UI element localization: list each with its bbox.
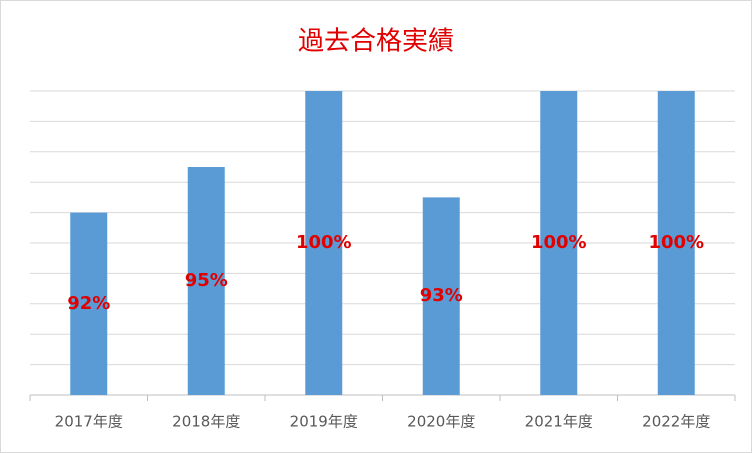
- bar: [657, 91, 695, 395]
- bar: [70, 212, 108, 395]
- value-label: 100%: [648, 232, 704, 253]
- bar: [187, 167, 225, 395]
- bar: [422, 197, 460, 395]
- x-tick-label: 2022年度: [642, 413, 710, 431]
- x-tick-label: 2020年度: [407, 413, 475, 431]
- x-tick-label: 2018年度: [172, 413, 240, 431]
- value-label: 100%: [531, 232, 587, 253]
- value-label: 100%: [296, 232, 352, 253]
- bar: [540, 91, 578, 395]
- value-label: 92%: [67, 293, 110, 314]
- x-tick-label: 2019年度: [290, 413, 358, 431]
- chart-title: 過去合格実績: [298, 27, 454, 57]
- value-label: 93%: [420, 285, 463, 306]
- value-label: 95%: [185, 270, 228, 291]
- bar: [305, 91, 343, 395]
- x-tick-label: 2021年度: [525, 413, 593, 431]
- x-tick-label: 2017年度: [55, 413, 123, 431]
